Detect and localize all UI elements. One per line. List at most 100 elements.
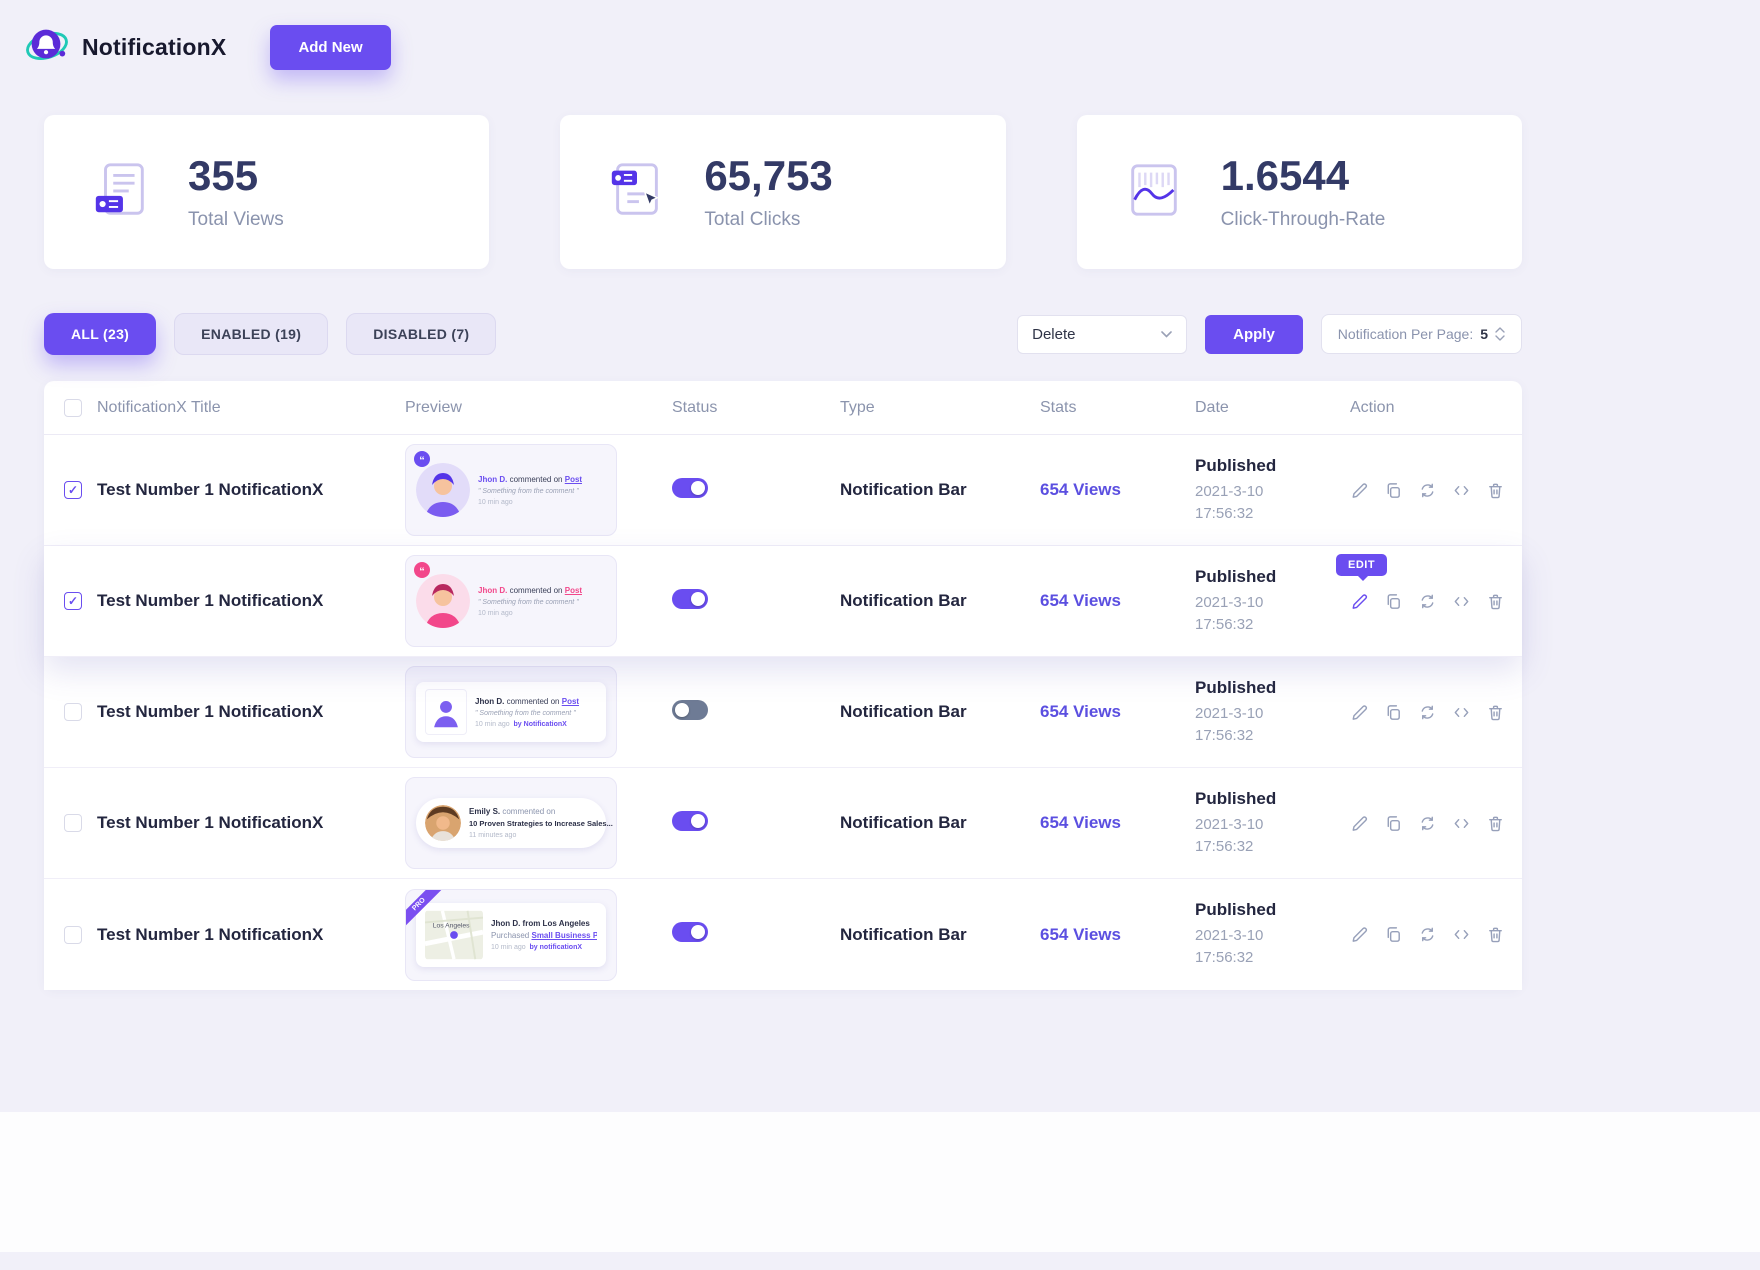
- total-views-value: 355: [188, 152, 259, 199]
- row-checkbox[interactable]: [64, 481, 82, 500]
- status-toggle[interactable]: [672, 477, 708, 498]
- row-actions: [1350, 657, 1522, 767]
- row-checkbox[interactable]: [64, 814, 82, 833]
- ctr-label: Click-Through-Rate: [1220, 209, 1386, 231]
- publish-status: Published: [1195, 677, 1277, 697]
- row-type: Notification Bar: [840, 924, 967, 944]
- total-views-icon: [90, 159, 152, 226]
- header-preview: Preview: [405, 398, 462, 416]
- publish-status: Published: [1195, 455, 1277, 475]
- preview-post-link[interactable]: Post: [564, 585, 583, 595]
- total-clicks-label: Total Clicks: [704, 209, 801, 231]
- table-row: Test Number 1 NotificationX PRO Los Ange…: [44, 879, 1522, 991]
- notification-preview: “ Jhon D. commented on Post " Something …: [405, 444, 617, 537]
- table-row: Test Number 1 NotificationX “ Jhon D. co…: [44, 546, 1522, 658]
- total-clicks-value: 65,753: [704, 152, 833, 199]
- regenerate-icon[interactable]: [1418, 481, 1437, 500]
- person-icon: [425, 689, 467, 736]
- tab-disabled[interactable]: DISABLED (7): [346, 313, 497, 356]
- row-checkbox[interactable]: [64, 703, 82, 722]
- row-checkbox[interactable]: [64, 925, 82, 944]
- per-page-stepper-icon[interactable]: [1495, 327, 1505, 341]
- code-icon[interactable]: [1452, 592, 1471, 611]
- top-bar: NotificationX Add New: [0, 0, 1760, 91]
- bulk-action-select[interactable]: Delete: [1017, 314, 1188, 354]
- row-title: Test Number 1 NotificationX: [97, 702, 324, 722]
- row-actions: EDIT: [1336, 546, 1522, 656]
- duplicate-icon[interactable]: [1384, 925, 1403, 944]
- code-icon[interactable]: [1452, 703, 1471, 722]
- duplicate-icon[interactable]: [1384, 814, 1403, 833]
- avatar: [416, 463, 470, 518]
- views-link[interactable]: 654 Views: [1040, 813, 1121, 833]
- row-checkbox[interactable]: [64, 592, 82, 611]
- status-toggle[interactable]: [672, 810, 708, 831]
- publish-time: 17:56:32: [1195, 949, 1254, 967]
- edit-icon[interactable]: [1350, 592, 1369, 611]
- select-all-checkbox[interactable]: [64, 398, 82, 417]
- header-status: Status: [672, 398, 718, 416]
- edit-icon[interactable]: [1350, 481, 1369, 500]
- views-link[interactable]: 654 Views: [1040, 480, 1121, 500]
- tab-enabled[interactable]: ENABLED (19): [174, 313, 329, 356]
- duplicate-icon[interactable]: [1384, 703, 1403, 722]
- code-icon[interactable]: [1452, 925, 1471, 944]
- edit-icon[interactable]: [1350, 703, 1369, 722]
- delete-icon[interactable]: [1486, 481, 1505, 500]
- regenerate-icon[interactable]: [1418, 703, 1437, 722]
- table-row: Test Number 1 NotificationX Emily S. com…: [44, 768, 1522, 880]
- notification-preview: “ Jhon D. commented on Post " Something …: [405, 555, 617, 648]
- row-type: Notification Bar: [840, 591, 967, 611]
- delete-icon[interactable]: [1486, 814, 1505, 833]
- notification-preview: Emily S. commented on 10 Proven Strategi…: [405, 777, 617, 870]
- views-link[interactable]: 654 Views: [1040, 591, 1121, 611]
- preview-plan-link[interactable]: Small Business Plan: [531, 930, 597, 940]
- preview-post-link[interactable]: Post: [561, 696, 580, 706]
- duplicate-icon[interactable]: [1384, 592, 1403, 611]
- header-action: Action: [1350, 398, 1395, 416]
- total-clicks-card: 65,753 Total Clicks: [560, 115, 1006, 270]
- regenerate-icon[interactable]: [1418, 925, 1437, 944]
- delete-icon[interactable]: [1486, 703, 1505, 722]
- edit-icon[interactable]: [1350, 814, 1369, 833]
- edit-icon[interactable]: [1350, 925, 1369, 944]
- svg-text:Los Angeles: Los Angeles: [433, 922, 470, 929]
- status-toggle[interactable]: [672, 922, 708, 943]
- publish-time: 17:56:32: [1195, 615, 1254, 633]
- row-type: Notification Bar: [840, 702, 967, 722]
- status-toggle[interactable]: [672, 588, 708, 609]
- regenerate-icon[interactable]: [1418, 814, 1437, 833]
- edit-tooltip: EDIT: [1336, 554, 1388, 582]
- delete-icon[interactable]: [1486, 925, 1505, 944]
- per-page-label: Notification Per Page:: [1337, 326, 1474, 343]
- avatar: [416, 574, 470, 629]
- preview-post-link[interactable]: Post: [564, 474, 583, 484]
- duplicate-icon[interactable]: [1384, 481, 1403, 500]
- quote-icon: “: [414, 451, 430, 468]
- views-link[interactable]: 654 Views: [1040, 924, 1121, 944]
- publish-time: 17:56:32: [1195, 726, 1254, 744]
- row-title: Test Number 1 NotificationX: [97, 924, 324, 944]
- avatar-photo: [425, 805, 461, 842]
- publish-date: 2021-3-10: [1195, 927, 1264, 945]
- regenerate-icon[interactable]: [1418, 592, 1437, 611]
- brand-name: NotificationX: [82, 34, 227, 60]
- code-icon[interactable]: [1452, 814, 1471, 833]
- notifications-table: NotificationX Title Preview Status Type …: [44, 381, 1522, 991]
- click-through-rate-icon: [1123, 159, 1185, 226]
- status-toggle[interactable]: [672, 699, 708, 720]
- row-actions: [1350, 435, 1522, 545]
- per-page-control[interactable]: Notification Per Page: 5: [1320, 314, 1522, 355]
- delete-icon[interactable]: [1486, 592, 1505, 611]
- views-link[interactable]: 654 Views: [1040, 702, 1121, 722]
- add-new-button[interactable]: Add New: [270, 25, 391, 70]
- apply-button[interactable]: Apply: [1205, 314, 1303, 354]
- tab-all[interactable]: ALL (23): [44, 313, 157, 356]
- notification-preview: Jhon D. commented on Post " Something fr…: [405, 666, 617, 759]
- total-clicks-icon: [606, 159, 668, 226]
- ctr-value: 1.6544: [1220, 152, 1350, 199]
- table-row: Test Number 1 NotificationX Jhon D. comm…: [44, 657, 1522, 769]
- code-icon[interactable]: [1452, 481, 1471, 500]
- header-title: NotificationX Title: [97, 398, 221, 416]
- footer-band: [0, 1112, 1760, 1253]
